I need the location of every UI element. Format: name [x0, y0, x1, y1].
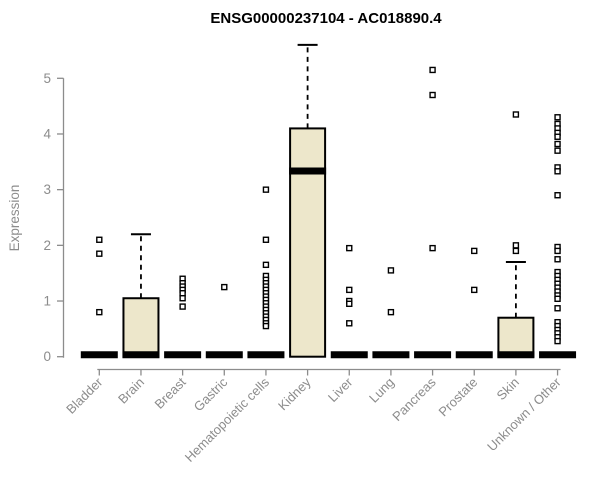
y-tick-label: 3: [43, 182, 51, 197]
outlier-point: [554, 114, 561, 121]
x-category-label: Brain: [115, 375, 147, 407]
boxplot-brain: [122, 233, 160, 359]
outlier-point: [346, 320, 353, 327]
boxplot-prostate: [455, 247, 493, 359]
y-axis-label: Expression: [7, 185, 22, 252]
outlier-point: [262, 236, 270, 243]
outlier-point: [96, 250, 103, 257]
outlier-point: [429, 91, 436, 99]
y-tick-label: 1: [43, 294, 51, 309]
outlier-point: [554, 133, 561, 140]
outlier-point: [554, 256, 561, 263]
y-tick-label: 2: [43, 238, 51, 253]
boxplot-unknown-other: [539, 114, 577, 359]
outlier-point: [471, 286, 478, 294]
boxplot-bladder: [80, 236, 118, 359]
outlier-point: [387, 267, 395, 274]
outlier-point: [429, 66, 436, 74]
chart-title: ENSG00000237104 - AC018890.4: [210, 10, 442, 27]
x-category-label: Gastric: [191, 374, 231, 414]
outlier-point: [96, 308, 103, 316]
boxplot-liver: [330, 244, 368, 359]
outlier-point: [554, 337, 561, 345]
outlier-point: [346, 244, 353, 252]
boxplots: [80, 43, 577, 359]
boxplot-breast: [164, 275, 202, 359]
boxplot-pancreas: [414, 66, 452, 359]
boxplot-gastric: [205, 283, 243, 359]
outlier-point: [554, 140, 561, 148]
outlier-point: [554, 168, 561, 175]
y-tick-label: 0: [43, 349, 51, 364]
iqr-box: [497, 316, 535, 358]
outlier-point: [262, 186, 270, 193]
boxplot-kidney: [289, 43, 327, 358]
outlier-point: [262, 322, 270, 330]
boxplot-lung: [372, 267, 410, 359]
y-tick-label: 4: [43, 126, 51, 141]
x-category-label: Skin: [494, 375, 522, 403]
boxplot-hematopoietic-cells: [247, 186, 285, 359]
outlier-point: [179, 290, 186, 297]
outlier-point: [512, 247, 520, 255]
x-category-label: Bladder: [63, 374, 106, 417]
y-tick-label: 5: [43, 71, 51, 86]
outlier-point: [179, 303, 186, 310]
outlier-point: [429, 244, 436, 252]
x-category-label: Breast: [152, 374, 189, 411]
x-category-label: Kidney: [275, 374, 314, 413]
outlier-point: [387, 308, 395, 316]
outlier-point: [512, 111, 520, 118]
outlier-point: [346, 300, 353, 308]
outlier-point: [554, 305, 561, 312]
outlier-point: [471, 247, 478, 255]
x-category-label: Pancreas: [389, 374, 439, 424]
outlier-point: [221, 283, 228, 291]
outlier-point: [554, 247, 561, 255]
outlier-point: [346, 286, 353, 294]
x-category-label: Prostate: [436, 375, 481, 420]
outlier-point: [554, 147, 561, 154]
x-category-label: Lung: [366, 375, 397, 406]
outlier-point: [179, 295, 186, 302]
outlier-point: [96, 236, 103, 243]
outlier-point: [262, 261, 270, 269]
x-category-label: Liver: [325, 374, 356, 405]
outlier-point: [554, 192, 561, 199]
iqr-box: [122, 297, 160, 358]
x-category-label: Unknown / Other: [484, 374, 564, 454]
iqr-box: [289, 127, 327, 358]
boxplot-skin: [497, 111, 535, 359]
outlier-point: [554, 295, 561, 302]
outlier-point: [512, 242, 520, 249]
